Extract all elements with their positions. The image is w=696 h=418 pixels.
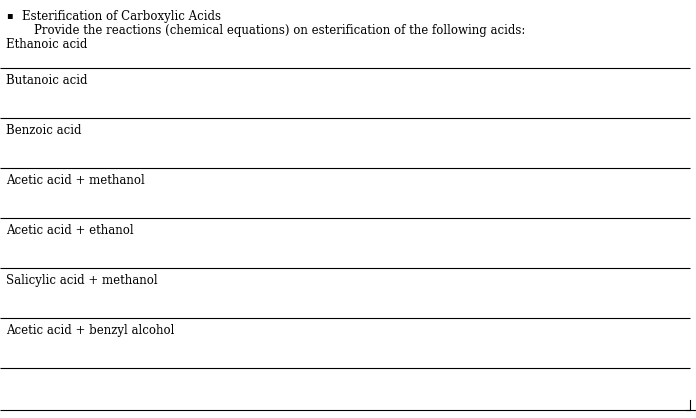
Text: Esterification of Carboxylic Acids: Esterification of Carboxylic Acids: [22, 10, 221, 23]
Text: Ethanoic acid: Ethanoic acid: [6, 38, 88, 51]
Text: Benzoic acid: Benzoic acid: [6, 124, 81, 137]
Text: Salicylic acid + methanol: Salicylic acid + methanol: [6, 274, 157, 287]
Text: Butanoic acid: Butanoic acid: [6, 74, 88, 87]
Text: ▪: ▪: [6, 11, 13, 20]
Text: Acetic acid + benzyl alcohol: Acetic acid + benzyl alcohol: [6, 324, 175, 337]
Text: Provide the reactions (chemical equations) on esterification of the following ac: Provide the reactions (chemical equation…: [34, 24, 525, 37]
Text: Acetic acid + ethanol: Acetic acid + ethanol: [6, 224, 134, 237]
Text: Acetic acid + methanol: Acetic acid + methanol: [6, 174, 145, 187]
